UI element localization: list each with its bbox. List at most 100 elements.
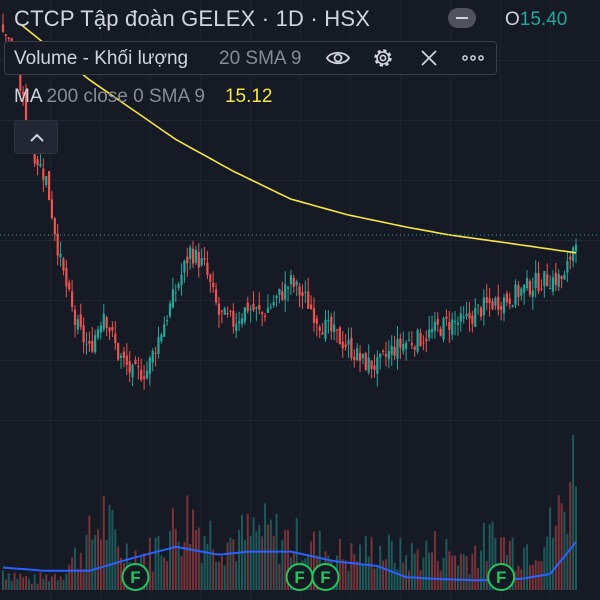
candle-body [19, 63, 22, 91]
candle-body [73, 309, 77, 325]
volume-bar [534, 560, 537, 590]
volume-bar [88, 515, 91, 590]
volume-bar [543, 547, 546, 590]
candle-body [232, 310, 235, 327]
candle-body [462, 316, 465, 319]
volume-bar [295, 517, 298, 590]
candle-body [548, 288, 552, 290]
volume-bar [174, 528, 177, 590]
volume-bar [347, 570, 350, 590]
eye-icon[interactable] [325, 45, 351, 71]
dividend-marker [311, 563, 340, 591]
gear-icon[interactable] [370, 45, 396, 71]
candle-body [479, 307, 483, 317]
candle-body [163, 324, 166, 337]
candle-body [220, 310, 223, 312]
candle-body [246, 302, 249, 312]
candle-body [154, 352, 157, 354]
candle-body [477, 304, 480, 306]
candle-body [183, 260, 186, 273]
volume-bar [160, 555, 163, 590]
candle-body [384, 354, 388, 357]
candle-body [114, 333, 117, 343]
candle-body [566, 261, 569, 273]
more-icon[interactable] [460, 45, 486, 71]
ma200-line [19, 23, 577, 254]
volume-bar [108, 504, 111, 590]
volume-bar [428, 552, 431, 590]
volume-indicator-params: 20 SMA 9 [219, 48, 302, 69]
candle-body [459, 313, 462, 322]
volume-indicator-legend[interactable]: Volume - Khối lượng 20 SMA 9 [4, 41, 497, 75]
candle-body [160, 334, 163, 342]
candle-body [413, 346, 416, 350]
candle-body [474, 308, 477, 327]
candle-body [497, 296, 500, 310]
expand-legend-button[interactable] [14, 120, 58, 154]
volume-bar [36, 583, 39, 590]
volume-bar [425, 540, 428, 590]
volume-bar [338, 538, 341, 590]
candle-body [76, 319, 79, 330]
volume-bar [30, 583, 33, 590]
candle-body [1, 24, 5, 32]
volume-bar [232, 539, 235, 590]
ma-indicator-legend[interactable]: MA 200 close 0 SMA 9 15.12 [14, 86, 272, 108]
volume-bar [393, 562, 396, 590]
candle-body [56, 233, 59, 256]
volume-bar [508, 540, 511, 590]
candle-body [324, 319, 327, 340]
candle-body [240, 318, 244, 324]
volume-bar [482, 522, 485, 590]
candle-body [502, 297, 506, 314]
candle-body [338, 327, 341, 345]
candle-body [453, 320, 457, 323]
minus-icon [456, 17, 468, 19]
collapse-legend-button[interactable] [448, 8, 476, 28]
candle-body [410, 342, 413, 346]
volume-bar [97, 529, 100, 590]
volume-bar [82, 569, 85, 590]
candle-body [42, 168, 45, 181]
volume-bar [269, 519, 272, 590]
candle-body [180, 274, 183, 285]
volume-bar [350, 543, 353, 590]
candle-body [390, 345, 393, 355]
volume-bar [45, 574, 48, 590]
volume-bar [266, 524, 269, 590]
volume-bar [526, 544, 529, 590]
close-icon[interactable] [416, 45, 442, 71]
volume-bar [359, 544, 362, 590]
candle-body [439, 328, 442, 336]
candle-body [145, 370, 149, 379]
volume-bar [53, 574, 56, 590]
candle-body [108, 327, 111, 332]
candle-body [534, 273, 537, 289]
candle-body [488, 298, 491, 304]
volume-bar [310, 541, 313, 590]
volume-bar [344, 560, 347, 590]
candle-body [266, 307, 270, 313]
volume-bar [4, 579, 7, 590]
candle-body [131, 364, 134, 378]
candle-body [537, 273, 540, 292]
volume-bar [494, 537, 497, 590]
candle-body [405, 342, 408, 349]
volume-bar [431, 552, 434, 590]
volume-bar [27, 578, 30, 590]
volume-bar [312, 531, 315, 590]
candle-body [65, 268, 68, 287]
candle-body [238, 321, 241, 324]
symbol-title: CTCP Tập đoàn GELEX · 1D · HSX [14, 6, 371, 31]
candle-body [252, 303, 255, 311]
candle-body [569, 256, 572, 260]
candle-body [194, 250, 198, 263]
volume-bar [551, 537, 554, 590]
candle-body [525, 278, 529, 289]
volume-bar [416, 549, 419, 590]
volume-bar [217, 561, 220, 590]
volume-bar [422, 557, 425, 590]
volume-bar [364, 535, 367, 590]
